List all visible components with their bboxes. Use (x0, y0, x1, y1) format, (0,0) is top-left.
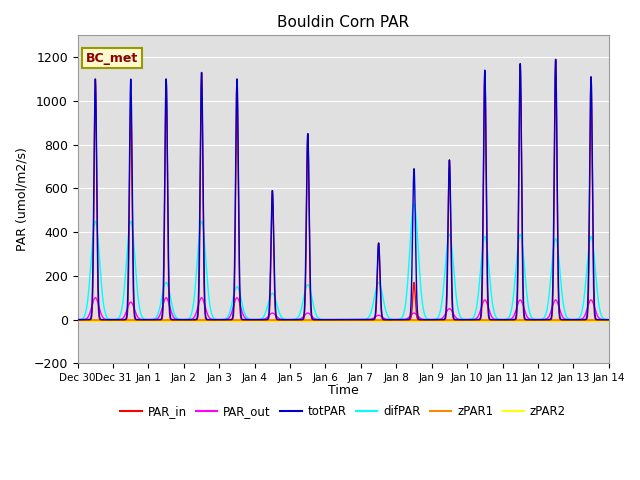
PAR_out (433, 317, 440, 323)
zPAR2 (605, 318, 612, 324)
difPAR (604, 317, 612, 323)
zPAR2 (462, 318, 470, 324)
totPAR (433, 317, 440, 323)
totPAR (492, 317, 500, 323)
PAR_in (462, 317, 470, 323)
PAR_in (604, 317, 612, 323)
PAR_out (462, 317, 470, 323)
Legend: PAR_in, PAR_out, totPAR, difPAR, zPAR1, zPAR2: PAR_in, PAR_out, totPAR, difPAR, zPAR1, … (116, 401, 571, 423)
Line: PAR_in: PAR_in (77, 60, 609, 320)
PAR_in (74, 317, 81, 323)
zPAR1 (604, 317, 612, 323)
difPAR (410, 201, 418, 206)
PAR_in (433, 317, 440, 323)
PAR_in (323, 317, 331, 323)
difPAR (169, 307, 177, 312)
PAR_in (605, 317, 612, 323)
PAR_out (74, 317, 81, 323)
difPAR (323, 317, 331, 323)
Line: difPAR: difPAR (77, 204, 609, 320)
zPAR1 (492, 317, 500, 323)
zPAR2 (323, 318, 331, 324)
Line: totPAR: totPAR (77, 60, 609, 320)
PAR_out (339, 317, 347, 323)
zPAR1 (323, 317, 331, 323)
X-axis label: Time: Time (328, 384, 358, 397)
difPAR (492, 314, 500, 320)
PAR_out (604, 317, 612, 323)
Line: PAR_out: PAR_out (77, 298, 609, 320)
totPAR (605, 317, 612, 323)
difPAR (74, 317, 81, 323)
totPAR (169, 317, 177, 323)
totPAR (462, 317, 470, 323)
PAR_out (170, 313, 177, 319)
PAR_out (605, 317, 612, 323)
zPAR1 (74, 317, 81, 323)
totPAR (604, 317, 612, 323)
Text: BC_met: BC_met (86, 52, 138, 65)
zPAR2 (604, 318, 612, 324)
zPAR1 (605, 317, 612, 323)
zPAR1 (462, 317, 470, 323)
zPAR2 (169, 318, 177, 324)
PAR_in (169, 317, 177, 323)
zPAR1 (169, 317, 177, 323)
PAR_in (339, 317, 347, 323)
PAR_out (92, 295, 99, 300)
difPAR (433, 316, 440, 322)
totPAR (552, 57, 559, 62)
PAR_in (552, 57, 559, 62)
totPAR (323, 317, 331, 323)
Y-axis label: PAR (umol/m2/s): PAR (umol/m2/s) (15, 147, 28, 252)
PAR_in (492, 317, 500, 323)
totPAR (74, 317, 81, 323)
zPAR2 (74, 318, 81, 324)
difPAR (339, 317, 347, 323)
zPAR2 (433, 318, 440, 324)
difPAR (462, 317, 470, 323)
Title: Bouldin Corn PAR: Bouldin Corn PAR (277, 15, 409, 30)
zPAR1 (433, 317, 440, 323)
difPAR (605, 317, 612, 323)
PAR_out (492, 317, 500, 323)
totPAR (339, 317, 347, 323)
PAR_out (323, 317, 331, 323)
zPAR2 (492, 318, 500, 324)
